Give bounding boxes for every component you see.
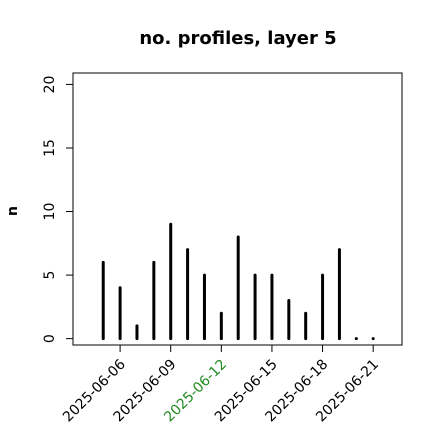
y-tick-label: 0 xyxy=(42,334,58,343)
y-tick-label: 20 xyxy=(42,76,58,94)
chart-title: no. profiles, layer 5 xyxy=(139,28,336,49)
y-axis-label: n xyxy=(5,206,21,216)
y-tick-label: 10 xyxy=(42,203,58,221)
y-tick-label: 5 xyxy=(42,271,58,280)
y-tick-label: 15 xyxy=(42,139,58,157)
